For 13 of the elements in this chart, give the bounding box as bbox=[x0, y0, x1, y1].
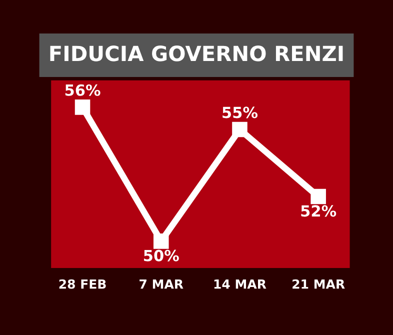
point bbox=[74, 100, 90, 115]
point bbox=[232, 122, 248, 138]
point bbox=[310, 188, 326, 204]
x-tick-label: 7 MAR bbox=[140, 279, 184, 289]
data-label: 52% bbox=[301, 205, 336, 217]
x-tick-label: 28 FEB bbox=[59, 279, 106, 289]
data-label: 50% bbox=[144, 250, 179, 262]
point bbox=[153, 234, 169, 249]
x-tick-label: 21 MAR bbox=[292, 279, 345, 289]
x-tick-label: 14 MAR bbox=[214, 279, 266, 289]
data-label: 56% bbox=[65, 84, 100, 96]
data-label: 55% bbox=[222, 106, 258, 118]
chart-title: FIDUCIA GOVERNO RENZI bbox=[50, 46, 343, 62]
